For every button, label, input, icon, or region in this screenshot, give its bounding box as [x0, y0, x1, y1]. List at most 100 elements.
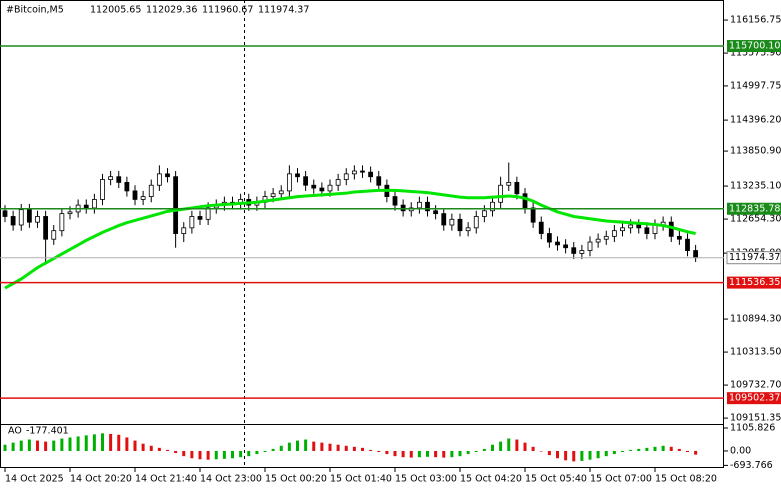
- ao-bar: [133, 440, 137, 451]
- ao-bar: [279, 445, 283, 451]
- candle-body: [140, 196, 146, 200]
- plot-frame: [0, 0, 724, 468]
- ao-bar: [556, 450, 559, 459]
- candle-body: [278, 190, 284, 195]
- y-tick-label: 110313.50: [730, 347, 781, 358]
- ao-bar: [539, 450, 543, 452]
- level-label: 109502.37: [729, 393, 780, 404]
- ao-bar: [11, 442, 15, 451]
- candle-body: [108, 176, 114, 180]
- candle-body: [611, 230, 617, 237]
- ao-bar: [482, 448, 486, 451]
- x-tick-label: 15 Oct 07:00: [590, 474, 652, 485]
- ao-bar: [564, 450, 568, 461]
- ao-bar: [312, 441, 316, 451]
- ao-bar: [344, 445, 348, 451]
- ohlc-low: 111960.67: [202, 5, 253, 16]
- ao-bar: [466, 450, 470, 455]
- ao-bar: [361, 447, 364, 451]
- ao-bar: [401, 450, 405, 458]
- x-tick-label: 15 Oct 03:00: [395, 474, 457, 485]
- ao-bar: [206, 450, 210, 460]
- y-tick-label: 0.00: [730, 445, 751, 456]
- ao-bar: [612, 450, 616, 455]
- ao-bar: [3, 444, 7, 451]
- ao-bar: [523, 442, 527, 451]
- ao-bar: [287, 442, 291, 451]
- ao-bar: [174, 450, 178, 454]
- candle-body: [132, 190, 138, 200]
- ao-bar: [694, 450, 698, 455]
- ao-bar: [44, 441, 48, 451]
- ao-bar: [669, 446, 673, 451]
- ao-bar: [84, 435, 88, 451]
- ao-bar: [141, 443, 145, 451]
- ao-bar: [68, 437, 72, 451]
- ao-bar: [661, 445, 665, 451]
- ao-bar: [222, 450, 226, 459]
- candle-body: [490, 201, 495, 212]
- candle-body: [603, 235, 609, 240]
- ao-bar: [409, 450, 413, 458]
- ao-bar: [458, 450, 462, 457]
- ao-bar: [369, 449, 373, 451]
- ao-bar: [109, 433, 113, 451]
- candle-body: [189, 216, 195, 229]
- ao-bar: [507, 438, 511, 451]
- candle-body: [449, 218, 455, 226]
- ao-bar: [247, 450, 251, 457]
- ao-bar: [320, 442, 324, 451]
- y-tick-label: 114396.20: [730, 115, 781, 126]
- ao-bar: [474, 450, 478, 453]
- candle-body: [295, 173, 300, 178]
- candle-body: [319, 187, 325, 192]
- ao-bar: [92, 434, 96, 451]
- candle-body: [530, 207, 536, 223]
- ao-bar: [393, 450, 397, 457]
- ao-bar: [271, 448, 275, 451]
- x-tick-label: 15 Oct 08:20: [655, 474, 717, 485]
- candle-body: [83, 204, 89, 209]
- ao-bar: [645, 447, 649, 451]
- candle-body: [67, 211, 73, 215]
- ao-bar: [677, 448, 681, 451]
- candle-body: [26, 209, 32, 223]
- candle-body: [636, 224, 642, 229]
- candle-body: [392, 196, 398, 206]
- candle-body: [416, 201, 422, 209]
- candle-body: [555, 241, 560, 246]
- candle-body: [538, 221, 544, 234]
- ao-bar: [76, 436, 80, 451]
- ao-bar: [157, 447, 161, 451]
- candle-body: [693, 250, 699, 259]
- x-tick-label: 14 Oct 20:20: [70, 474, 132, 485]
- symbol: #Bitcoin,M5: [6, 5, 64, 16]
- ao-bar: [580, 450, 584, 461]
- candle-body: [546, 233, 552, 243]
- candle-body: [327, 184, 333, 192]
- ao-bar: [653, 446, 657, 451]
- ao-bar: [27, 439, 31, 451]
- ao-bar: [101, 433, 104, 451]
- y-tick-label: 113235.10: [730, 181, 781, 192]
- ao-bar: [426, 450, 429, 457]
- y-tick-label: 1105.826: [730, 422, 775, 433]
- indicator-name: AO: [8, 426, 22, 437]
- x-tick-label: 15 Oct 00:20: [265, 474, 327, 485]
- candle-body: [173, 176, 179, 234]
- candle-body: [148, 184, 154, 197]
- ohlc-open: 112005.65: [90, 5, 141, 16]
- ao-bar: [531, 446, 535, 451]
- candle-body: [628, 224, 634, 229]
- level-label-box: [727, 202, 781, 215]
- level-label-box: [727, 40, 781, 53]
- ao-bar: [515, 439, 519, 451]
- ohlc-close: 111974.37: [258, 5, 309, 16]
- candle-body: [165, 173, 170, 178]
- candle-body: [587, 241, 593, 251]
- ao-bar: [182, 450, 186, 457]
- x-tick-label: 14 Oct 21:40: [135, 474, 197, 485]
- candle-body: [124, 181, 130, 192]
- ao-bar: [596, 450, 600, 459]
